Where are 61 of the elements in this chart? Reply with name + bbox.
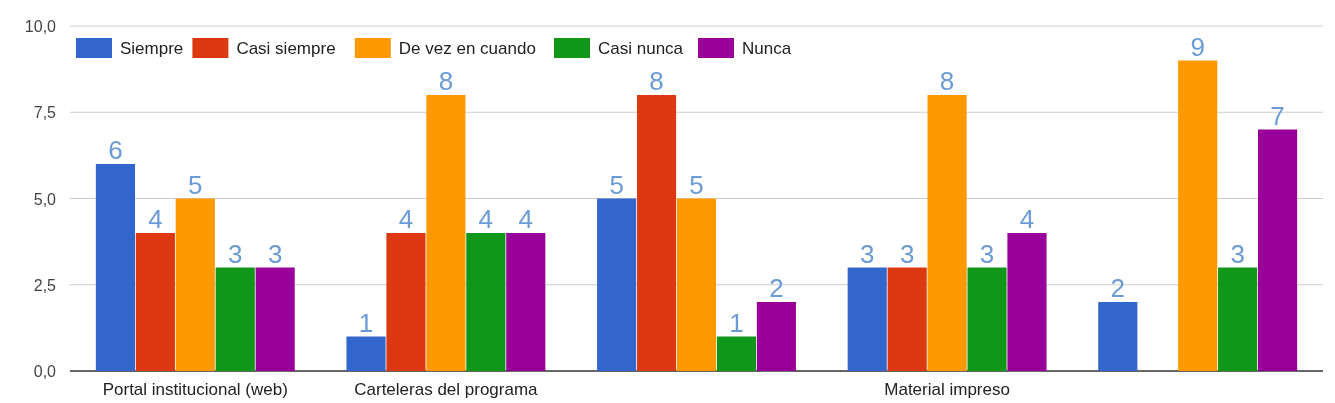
y-tick-label: 2,5 <box>33 276 57 294</box>
y-tick-label: 0,0 <box>33 363 57 380</box>
legend-label: Siempre <box>120 39 184 58</box>
bar <box>466 233 506 371</box>
bar <box>927 95 967 371</box>
bar <box>346 336 386 371</box>
bar <box>597 198 637 371</box>
bar <box>95 164 135 371</box>
legend-label: De vez en cuando <box>398 39 536 58</box>
data-label: 5 <box>188 169 203 200</box>
bar <box>1098 302 1138 371</box>
bar <box>1258 129 1298 371</box>
data-label: 8 <box>939 66 955 96</box>
data-label: 3 <box>859 238 875 269</box>
legend-label: Casi nunca <box>598 39 684 58</box>
data-label: 3 <box>899 238 915 269</box>
bar <box>887 267 927 371</box>
bar <box>1178 60 1218 371</box>
data-label: 4 <box>1019 204 1035 234</box>
bar <box>756 302 796 371</box>
x-tick-label: Portal institucional (web) <box>102 380 288 399</box>
data-label: 3 <box>267 238 283 269</box>
bar <box>847 267 887 371</box>
bar <box>967 267 1007 371</box>
bar <box>215 267 255 371</box>
data-label: 2 <box>769 273 784 303</box>
data-label: 8 <box>438 66 454 96</box>
data-label: 2 <box>1110 273 1126 303</box>
legend-label: Casi siempre <box>236 39 336 58</box>
data-label: 8 <box>649 66 664 96</box>
data-label: 3 <box>228 238 243 269</box>
y-tick-label: 5,0 <box>33 190 57 208</box>
legend-label: Nunca <box>742 39 792 58</box>
y-tick-label: 10,0 <box>24 18 57 35</box>
bar <box>676 198 717 371</box>
data-label: 9 <box>1190 31 1205 62</box>
bar <box>175 198 215 371</box>
bar <box>1218 267 1258 371</box>
data-label: 1 <box>729 307 744 338</box>
y-tick-label: 7,5 <box>33 104 57 122</box>
data-label: 3 <box>979 238 995 269</box>
data-label: 6 <box>108 135 123 165</box>
bar <box>637 95 677 371</box>
data-label: 3 <box>1230 238 1245 269</box>
data-label: 4 <box>518 204 534 234</box>
bar <box>716 336 756 371</box>
x-tick-label: Material impreso <box>884 380 1010 399</box>
bar <box>426 95 466 371</box>
data-label: 7 <box>1270 100 1285 131</box>
x-tick-label: Carteleras del programa <box>354 380 539 399</box>
data-label: 4 <box>398 204 414 234</box>
bar <box>135 233 175 371</box>
bar <box>1007 233 1047 371</box>
data-label: 5 <box>609 169 624 200</box>
bar <box>506 233 546 371</box>
bar <box>386 233 426 371</box>
data-label: 1 <box>358 307 374 338</box>
bar <box>255 267 295 371</box>
data-label: 4 <box>148 204 163 234</box>
data-label: 5 <box>689 169 704 200</box>
data-label: 4 <box>478 204 494 234</box>
